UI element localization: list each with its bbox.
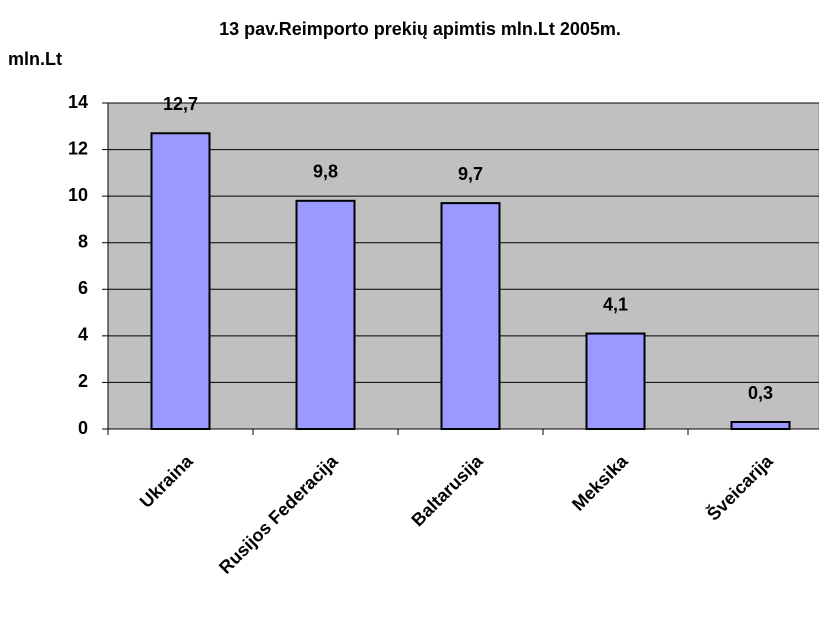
- value-label: 9,7: [458, 164, 483, 184]
- chart-title: 13 pav.Reimporto prekių apimtis mln.Lt 2…: [219, 19, 621, 39]
- value-label: 0,3: [748, 383, 773, 403]
- y-tick-label: 12: [68, 138, 88, 158]
- y-axis-label: mln.Lt: [8, 49, 62, 69]
- y-tick-label: 2: [78, 371, 88, 391]
- value-label: 4,1: [603, 294, 628, 314]
- y-tick-label: 8: [78, 231, 88, 251]
- y-tick-label: 0: [78, 418, 88, 438]
- x-tick-label: Baltarusija: [407, 450, 487, 530]
- y-tick-label: 14: [68, 92, 88, 112]
- x-tick-label: Meksika: [568, 450, 632, 514]
- y-tick-label: 4: [78, 325, 88, 345]
- bar: [440, 202, 501, 430]
- bar: [730, 421, 791, 430]
- y-tick-label: 6: [78, 278, 88, 298]
- y-tick-label: 10: [68, 185, 88, 205]
- bar: [585, 332, 646, 430]
- value-label: 9,8: [313, 162, 338, 182]
- bar: [150, 132, 211, 430]
- value-label: 12,7: [163, 94, 198, 114]
- bar: [295, 199, 356, 430]
- x-tick-label: Ukraina: [136, 450, 198, 512]
- x-tick-label: Rusijos Federacija: [215, 450, 342, 577]
- x-tick-label: Šveicarija: [702, 450, 777, 525]
